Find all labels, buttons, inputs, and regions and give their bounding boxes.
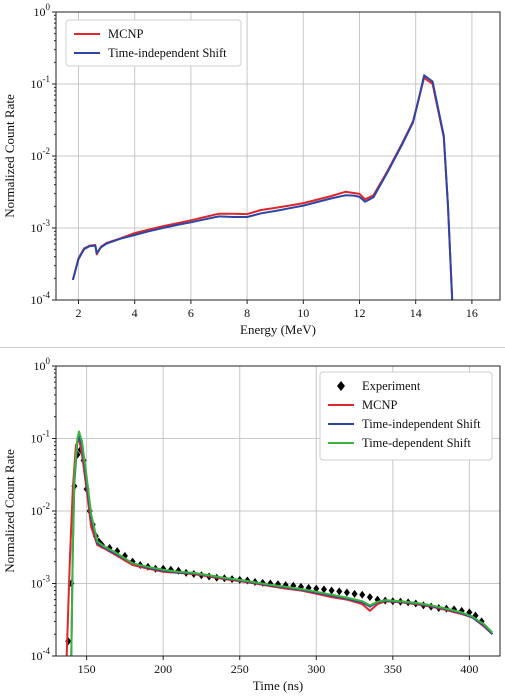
legend-label-mcnp: MCNP — [362, 398, 397, 412]
energy-spectrum-chart: 2 4 6 8 10 12 14 16 10-4 10-3 10-2 10-1 100 Energy … — [2, 2, 501, 337]
data-point — [320, 585, 327, 594]
data-point — [359, 590, 366, 599]
legend-label-mcnp: MCNP — [108, 27, 143, 41]
x-tick-label: 2 — [75, 306, 81, 320]
y-tick-label: 10-1 — [31, 74, 51, 91]
time-spectrum-chart: 150 200 250 300 350 400 10-4 10-3 10-2 10-1 100 T… — [2, 356, 501, 693]
data-point — [336, 587, 343, 596]
x-tick-label: 4 — [132, 306, 138, 320]
x-axis-ticks: 2 4 6 8 10 12 14 16 — [75, 300, 478, 320]
x-tick-label: 350 — [384, 662, 402, 676]
y-tick-label: 10-3 — [31, 574, 51, 591]
x-tick-label: 8 — [244, 306, 250, 320]
legend-box — [319, 371, 493, 461]
x-tick-label: 200 — [154, 662, 172, 676]
series-lines — [71, 74, 454, 300]
y-tick-label: 10-4 — [31, 290, 51, 307]
y-tick-label: 10-3 — [31, 218, 51, 235]
x-axis-ticks: 150 200 250 300 350 400 — [78, 656, 478, 676]
legend-label-time-dependent-shift: Time-dependent Shift — [362, 436, 471, 450]
x-tick-label: 6 — [188, 306, 194, 320]
y-axis-label: Normalized Count Rate — [2, 94, 17, 218]
legend-label-experiment: Experiment — [362, 379, 421, 393]
legend-marker-experiment — [337, 381, 345, 391]
x-tick-label: 150 — [78, 662, 96, 676]
legend-label-time-independent-shift: Time-independent Shift — [362, 417, 481, 431]
y-axis-ticks: 10-4 10-3 10-2 10-1 100 — [31, 2, 56, 307]
x-tick-label: 300 — [307, 662, 325, 676]
series-mcnp-line — [71, 76, 454, 300]
data-point — [328, 586, 335, 595]
x-axis-label: Time (ns) — [253, 678, 303, 693]
legend: MCNP Time-independent Shift — [65, 19, 242, 67]
series-time-independent-shift-line — [70, 434, 494, 656]
data-point — [351, 589, 358, 598]
y-tick-label: 10-2 — [31, 501, 51, 518]
series-lines — [65, 430, 494, 656]
y-tick-label: 10-4 — [31, 646, 51, 663]
y-tick-label: 10-1 — [31, 429, 51, 446]
series-time-independent-shift-line — [71, 74, 454, 300]
x-tick-label: 12 — [353, 306, 365, 320]
x-tick-label: 10 — [297, 306, 309, 320]
legend: Experiment MCNP Time-independent Shift T… — [319, 371, 493, 461]
legend-label-time-independent-shift: Time-independent Shift — [108, 46, 227, 60]
y-tick-label: 100 — [34, 356, 51, 373]
series-time-dependent-shift-line — [70, 430, 494, 656]
data-point — [343, 588, 350, 597]
data-point — [366, 593, 373, 602]
x-tick-label: 16 — [466, 306, 478, 320]
y-axis-ticks: 10-4 10-3 10-2 10-1 100 — [31, 356, 56, 663]
x-tick-label: 400 — [460, 662, 478, 676]
legend-box — [65, 19, 242, 67]
y-tick-label: 100 — [34, 2, 51, 19]
series-experiment — [65, 445, 485, 646]
x-tick-label: 14 — [410, 306, 422, 320]
y-tick-label: 10-2 — [31, 146, 51, 163]
series-mcnp-line — [65, 437, 493, 656]
x-tick-label: 250 — [231, 662, 249, 676]
y-axis-label: Normalized Count Rate — [2, 449, 17, 573]
x-axis-label: Energy (MeV) — [240, 322, 316, 337]
